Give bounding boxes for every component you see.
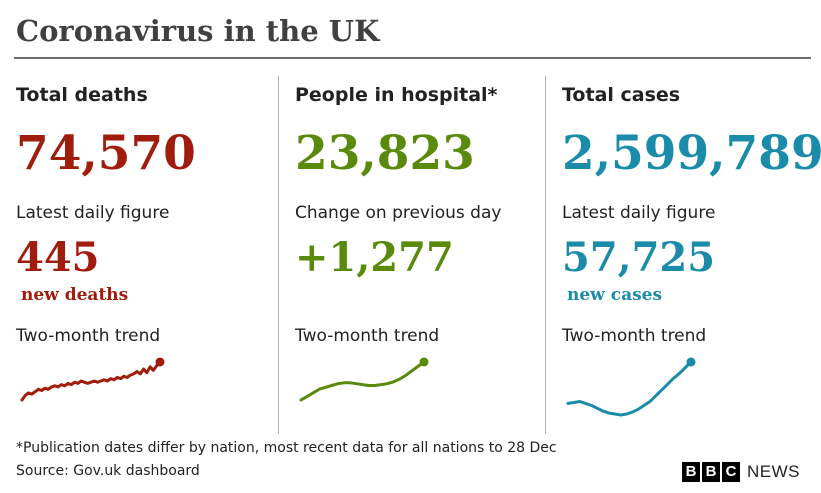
panel-heading: Total cases — [562, 84, 681, 106]
total-value: 23,823 — [295, 126, 475, 181]
panel-people-in-hospital: People in hospital* 23,823 Change on pre… — [295, 0, 540, 440]
title-rule — [14, 57, 811, 59]
panel-heading: Total deaths — [16, 84, 148, 106]
trend-label: Two-month trend — [16, 326, 161, 346]
daily-label: Latest daily figure — [562, 203, 716, 223]
source-note: Source: Gov.uk dashboard — [16, 463, 200, 479]
trend-endpoint — [419, 357, 429, 367]
trend-line — [299, 360, 426, 402]
column-divider-2 — [545, 76, 546, 434]
panel-total-cases: Total cases 2,599,789 Latest daily figur… — [562, 0, 821, 440]
logo-word: NEWS — [747, 462, 800, 481]
trend-endpoint — [155, 357, 165, 367]
daily-value: 445 — [16, 234, 100, 281]
trend-line — [20, 360, 162, 402]
trend-line — [566, 360, 693, 417]
panel-heading: People in hospital* — [295, 84, 498, 106]
total-value: 74,570 — [16, 126, 196, 181]
logo-letter: C — [722, 462, 740, 482]
daily-label: Latest daily figure — [16, 203, 170, 223]
trend-endpoint — [686, 357, 696, 367]
trend-sparkline — [566, 357, 696, 417]
trend-sparkline — [299, 357, 429, 402]
daily-unit: new cases — [567, 285, 663, 305]
footnote: *Publication dates differ by nation, mos… — [16, 440, 557, 456]
total-value: 2,599,789 — [562, 126, 821, 181]
daily-label: Change on previous day — [295, 203, 502, 223]
daily-value: +1,277 — [295, 234, 454, 281]
logo-letter: B — [682, 462, 700, 482]
page-title: Coronavirus in the UK — [16, 14, 380, 48]
trend-label: Two-month trend — [562, 326, 707, 346]
bbc-news-logo: B B C NEWS — [682, 462, 800, 482]
daily-unit: new deaths — [21, 285, 129, 305]
daily-value: 57,725 — [562, 234, 716, 281]
trend-label: Two-month trend — [295, 326, 440, 346]
trend-sparkline — [20, 357, 165, 402]
panel-total-deaths: Total deaths 74,570 Latest daily figure … — [16, 0, 271, 440]
column-divider-1 — [278, 76, 279, 434]
logo-letter: B — [702, 462, 720, 482]
